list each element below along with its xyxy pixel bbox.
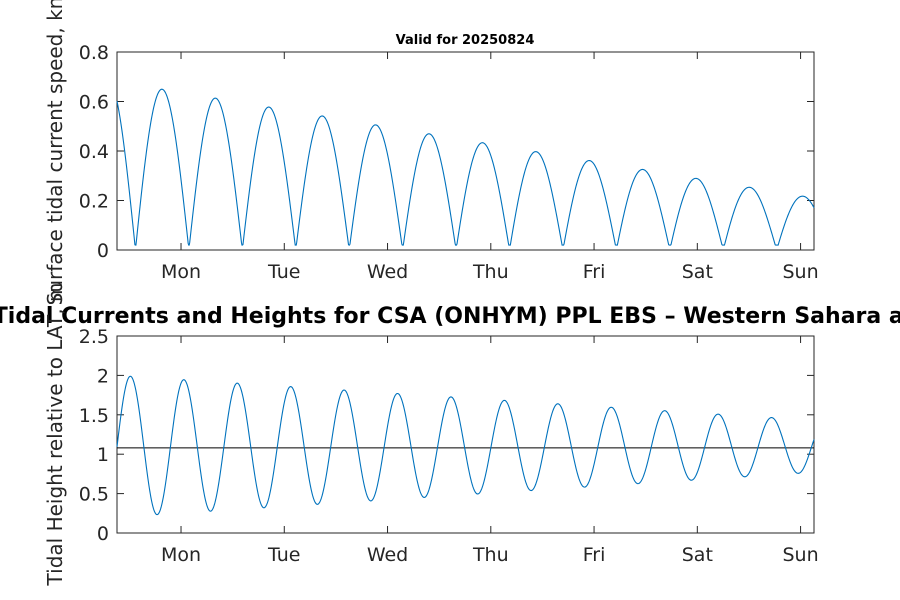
y-tick-label: 2.5 (79, 326, 109, 348)
x-axis: Mon Tue Wed Thu Fri Sat Sun (161, 52, 819, 283)
x-tick-label: Sat (682, 544, 713, 566)
y-axis: 0 0.2 0.4 0.6 0.8 (79, 42, 814, 262)
x-tick-label: Fri (583, 544, 606, 566)
y-tick-label: 0 (97, 523, 109, 545)
chart-title: Tidal Currents and Heights for CSA (ONHY… (0, 304, 900, 329)
y-tick-label: 1.5 (79, 405, 109, 427)
x-tick-label: Tue (267, 261, 300, 283)
y-tick-label: 0 (97, 240, 109, 262)
x-tick-label: Wed (367, 544, 408, 566)
tidal-height-series-line (116, 375, 815, 516)
y-axis-label: Tidal Height relative to LAT, m (43, 283, 67, 587)
x-axis: Mon Tue Wed Thu Fri Sat Sun (161, 336, 819, 566)
x-tick-label: Fri (583, 261, 606, 283)
x-tick-label: Sun (782, 261, 818, 283)
y-axis-label: Surface tidal current speed, kn (43, 0, 67, 305)
y-tick-label: 0.4 (79, 141, 109, 163)
tidal-height-chart: Tidal Currents and Heights for CSA (ONHY… (0, 283, 900, 587)
plot-area-frame (116, 335, 815, 534)
x-tick-label: Thu (472, 261, 509, 283)
x-tick-label: Mon (161, 544, 201, 566)
current-speed-series-line (116, 88, 815, 246)
y-tick-label: 0.5 (79, 484, 109, 506)
x-tick-label: Sat (682, 261, 713, 283)
chart-title: Valid for 20250824 (396, 33, 535, 48)
x-tick-label: Sun (782, 544, 818, 566)
y-axis: 0 0.5 1 1.5 2 2.5 (79, 326, 814, 545)
x-tick-label: Tue (267, 544, 300, 566)
y-tick-label: 0.2 (79, 191, 109, 213)
x-tick-label: Wed (367, 261, 408, 283)
x-tick-label: Thu (472, 544, 509, 566)
plot-area-frame (116, 51, 815, 251)
x-tick-label: Mon (161, 261, 201, 283)
y-tick-label: 0.6 (79, 92, 109, 114)
y-tick-label: 1 (97, 444, 109, 466)
current-speed-chart: Valid for 20250824 0 0.2 0.4 0.6 0.8 Mon Tue W… (43, 0, 819, 305)
y-tick-label: 0.8 (79, 42, 109, 64)
y-tick-label: 2 (97, 365, 109, 387)
